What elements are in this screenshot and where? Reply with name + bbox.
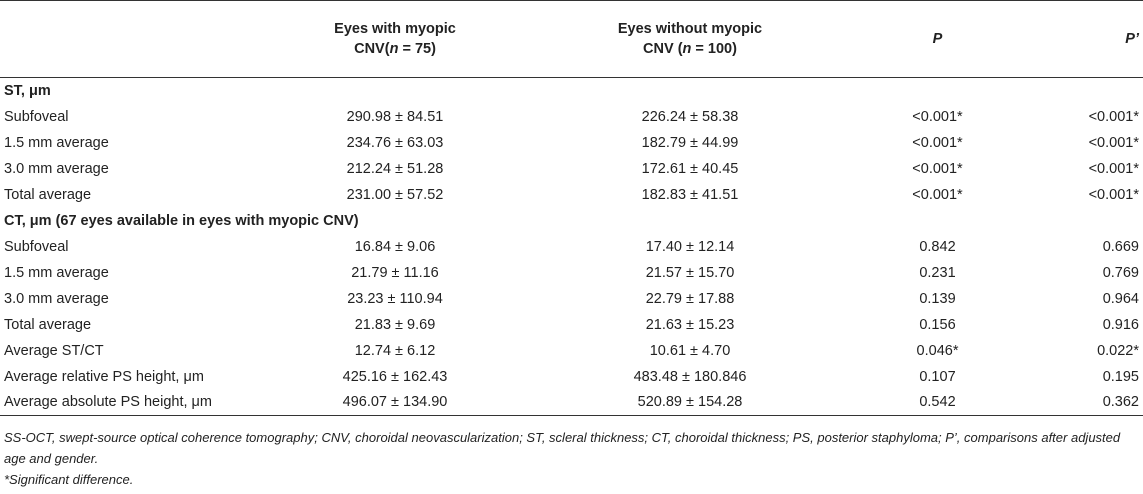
data-row: 1.5 mm average 234.76 ± 63.03 182.79 ± 44.… bbox=[0, 130, 1143, 156]
header-part: = 100) bbox=[691, 41, 737, 57]
cell: 182.83 ± 41.51 bbox=[641, 186, 739, 203]
cell: 231.00 ± 57.52 bbox=[346, 186, 444, 203]
cell: 0.542 bbox=[919, 394, 956, 411]
data-row: Subfoveal 290.98 ± 84.51 226.24 ± 58.38 <0.… bbox=[0, 104, 1143, 130]
row-label: 3.0 mm average bbox=[4, 160, 109, 177]
cell: 234.76 ± 63.03 bbox=[346, 134, 444, 151]
section-row: CT, μm (67 eyes available in eyes with m… bbox=[0, 208, 1143, 234]
cell: 0.916 bbox=[1102, 316, 1139, 333]
cell: 182.79 ± 44.99 bbox=[641, 134, 739, 151]
cell: 16.84 ± 9.06 bbox=[354, 238, 436, 255]
header-cell: P bbox=[845, 0, 1030, 78]
cell: <0.001* bbox=[912, 160, 963, 177]
header-text: Eyes without myopic CNV (n = 100) bbox=[603, 19, 778, 59]
cell: 10.61 ± 4.70 bbox=[649, 342, 731, 359]
section-row: ST, μm bbox=[0, 78, 1143, 104]
cell: 0.842 bbox=[919, 238, 956, 255]
cell: <0.001* bbox=[912, 134, 963, 151]
header-text: P bbox=[933, 29, 943, 49]
cell: 0.139 bbox=[919, 290, 956, 307]
cell: 23.23 ± 110.94 bbox=[347, 290, 443, 307]
cell: 483.48 ± 180.846 bbox=[633, 368, 747, 385]
row-label: Total average bbox=[4, 186, 92, 203]
cell: <0.001* bbox=[1088, 186, 1139, 203]
row-label: Average ST/CT bbox=[4, 342, 104, 359]
row-label: Total average bbox=[4, 316, 92, 333]
footnotes: SS-OCT, swept-source optical coherence t… bbox=[0, 416, 1143, 490]
header-part: Eyes with myopic CNV bbox=[334, 21, 456, 57]
cell: 0.362 bbox=[1102, 394, 1139, 411]
header-row: Eyes with myopic CNV(n = 75) Eyes without… bbox=[0, 0, 1143, 78]
row-label: 3.0 mm average bbox=[4, 290, 109, 307]
cell: <0.001* bbox=[1088, 108, 1139, 125]
header-part: = 75) bbox=[398, 41, 436, 57]
cell: 22.79 ± 17.88 bbox=[645, 290, 735, 307]
row-label: Average absolute PS height, μm bbox=[4, 394, 212, 411]
cell: 290.98 ± 84.51 bbox=[346, 108, 444, 125]
footnote: SS-OCT, swept-source optical coherence t… bbox=[4, 430, 1121, 466]
header-text: P’ bbox=[1125, 29, 1139, 49]
cell: 21.83 ± 9.69 bbox=[354, 316, 436, 333]
cell: 17.40 ± 12.14 bbox=[645, 238, 735, 255]
section-title: CT, μm (67 eyes available in eyes with m… bbox=[4, 212, 359, 229]
cell: 0.107 bbox=[919, 368, 956, 385]
cell: 425.16 ± 162.43 bbox=[342, 368, 448, 385]
cell: 226.24 ± 58.38 bbox=[641, 108, 739, 125]
data-table: Eyes with myopic CNV(n = 75) Eyes without… bbox=[0, 0, 1143, 416]
row-label: 1.5 mm average bbox=[4, 264, 109, 281]
header-text: Eyes with myopic CNV(n = 75) bbox=[315, 19, 475, 59]
cell: 0.669 bbox=[1102, 238, 1139, 255]
header-part: P’ bbox=[1125, 31, 1139, 47]
cell: 0.156 bbox=[919, 316, 956, 333]
cell: 0.046* bbox=[916, 342, 959, 359]
cell: 21.57 ± 15.70 bbox=[645, 264, 735, 281]
cell: 212.24 ± 51.28 bbox=[346, 160, 444, 177]
data-row: 3.0 mm average 212.24 ± 51.28 172.61 ± 40.… bbox=[0, 156, 1143, 182]
cell: 21.79 ± 11.16 bbox=[351, 264, 439, 281]
data-row: Total average 21.83 ± 9.69 21.63 ± 15.23 0.… bbox=[0, 312, 1143, 338]
header-cell: P’ bbox=[1030, 0, 1143, 78]
data-row: 1.5 mm average 21.79 ± 11.16 21.57 ± 15.70… bbox=[0, 260, 1143, 286]
header-cell: Eyes without myopic CNV (n = 100) bbox=[535, 0, 845, 78]
data-row: Subfoveal 16.84 ± 9.06 17.40 ± 12.14 0.842 0… bbox=[0, 234, 1143, 260]
data-row: Average relative PS height, μm 425.16 ± 1… bbox=[0, 364, 1143, 390]
data-row: Average ST/CT 12.74 ± 6.12 10.61 ± 4.70 0.0… bbox=[0, 338, 1143, 364]
table-body: ST, μm Subfoveal 290.98 ± 84.51 226.24 ± 58… bbox=[0, 78, 1143, 416]
cell: <0.001* bbox=[1088, 160, 1139, 177]
cell: 0.769 bbox=[1102, 264, 1139, 281]
header-cell bbox=[0, 0, 255, 78]
cell: 0.231 bbox=[919, 264, 956, 281]
header-part: n bbox=[682, 41, 692, 57]
cell: 0.195 bbox=[1102, 368, 1139, 385]
cell: 172.61 ± 40.45 bbox=[641, 160, 739, 177]
row-label: 1.5 mm average bbox=[4, 134, 109, 151]
data-row: Total average 231.00 ± 57.52 182.83 ± 41.5… bbox=[0, 182, 1143, 208]
cell: 21.63 ± 15.23 bbox=[645, 316, 735, 333]
header-cell: Eyes with myopic CNV(n = 75) bbox=[255, 0, 535, 78]
cell: 12.74 ± 6.12 bbox=[354, 342, 436, 359]
header-part: Eyes without myopic CNV bbox=[617, 21, 763, 57]
header-part: ( bbox=[384, 41, 390, 57]
cell: 496.07 ± 134.90 bbox=[342, 394, 448, 411]
cell: <0.001* bbox=[1088, 134, 1139, 151]
row-label: Subfoveal bbox=[4, 238, 69, 255]
header-part: P bbox=[932, 31, 943, 47]
cell: 0.964 bbox=[1102, 290, 1139, 307]
cell: 520.89 ± 154.28 bbox=[637, 394, 743, 411]
header-part: ( bbox=[673, 41, 683, 57]
cell: <0.001* bbox=[912, 108, 963, 125]
cell: <0.001* bbox=[912, 186, 963, 203]
footnote: *Significant difference. bbox=[4, 472, 134, 487]
cell: 0.022* bbox=[1097, 342, 1139, 359]
section-title: ST, μm bbox=[4, 82, 51, 99]
data-row: Average absolute PS height, μm 496.07 ± 1… bbox=[0, 390, 1143, 416]
data-row: 3.0 mm average 23.23 ± 110.94 22.79 ± 17.8… bbox=[0, 286, 1143, 312]
header-part: n bbox=[389, 41, 399, 57]
row-label: Average relative PS height, μm bbox=[4, 368, 204, 385]
row-label: Subfoveal bbox=[4, 108, 69, 125]
